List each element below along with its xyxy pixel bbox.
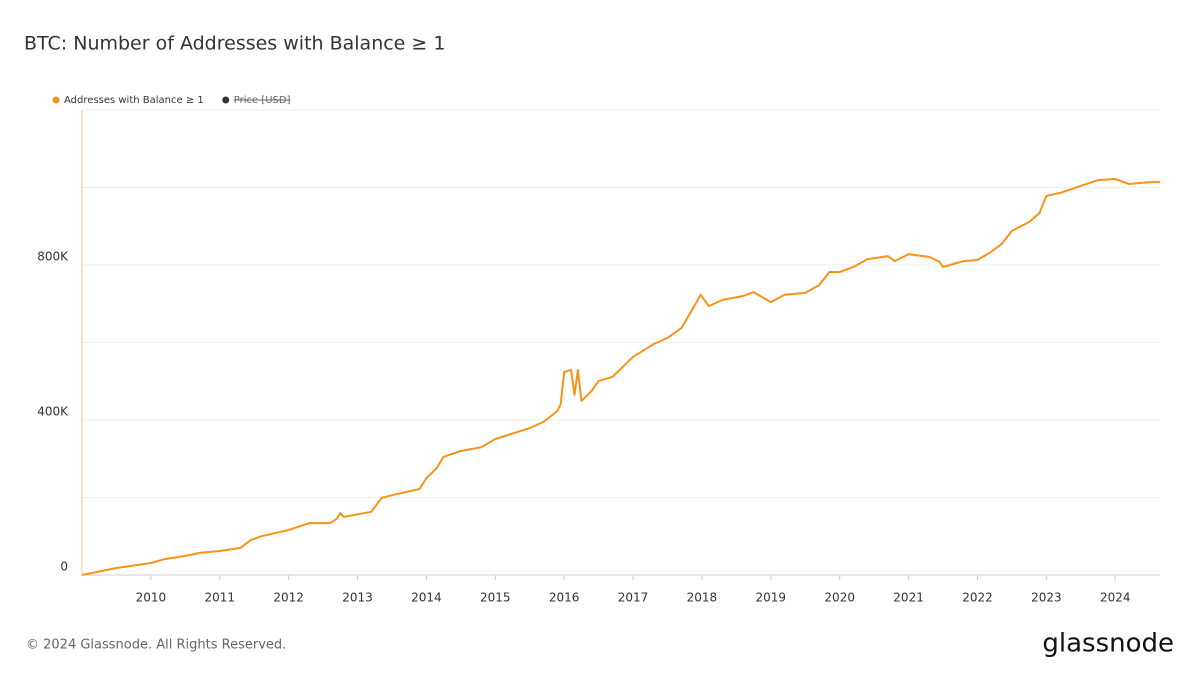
x-tick-label: 2014 bbox=[411, 591, 442, 605]
x-tick-label: 2021 bbox=[893, 591, 924, 605]
x-tick-label: 2024 bbox=[1100, 591, 1131, 605]
x-tick-label: 2010 bbox=[136, 591, 167, 605]
x-tick-label: 2020 bbox=[824, 591, 855, 605]
x-tick-label: 2019 bbox=[756, 591, 787, 605]
x-tick-label: 2018 bbox=[687, 591, 718, 605]
legend-marker bbox=[52, 96, 60, 104]
y-tick-label: 400K bbox=[37, 405, 69, 419]
y-tick-label: 0 bbox=[60, 560, 68, 574]
logo: glassnode bbox=[1042, 629, 1174, 659]
x-tick-label: 2022 bbox=[962, 591, 993, 605]
x-tick-label: 2011 bbox=[204, 591, 235, 605]
data-line bbox=[81, 178, 1160, 576]
y-tick-label: 800K bbox=[37, 250, 69, 264]
x-tick-label: 2012 bbox=[273, 591, 304, 605]
x-tick-label: 2015 bbox=[480, 591, 511, 605]
chart-title: BTC: Number of Addresses with Balance ≥ … bbox=[24, 33, 445, 55]
x-tick-label: 2017 bbox=[618, 591, 649, 605]
legend-label: Addresses with Balance ≥ 1 bbox=[64, 95, 204, 106]
x-tick-label: 2013 bbox=[342, 591, 373, 605]
copyright: © 2024 Glassnode. All Rights Reserved. bbox=[26, 638, 286, 653]
legend-marker bbox=[222, 96, 230, 104]
x-tick-label: 2023 bbox=[1031, 591, 1062, 605]
x-tick-label: 2016 bbox=[549, 591, 580, 605]
